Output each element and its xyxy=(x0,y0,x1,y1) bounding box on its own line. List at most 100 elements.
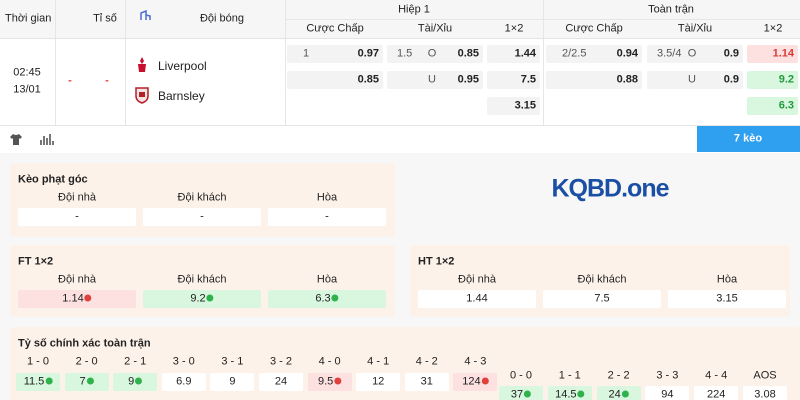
odds-box[interactable] xyxy=(113,373,158,391)
odds-box[interactable] xyxy=(546,71,642,89)
odds-box[interactable] xyxy=(668,290,786,308)
odds-box[interactable] xyxy=(210,373,255,391)
odds-value: 9.5 xyxy=(318,376,342,388)
trend-down xyxy=(481,377,489,385)
odds-box[interactable] xyxy=(387,45,483,63)
odds-box[interactable] xyxy=(18,208,136,226)
column-label: Hòa xyxy=(716,273,738,286)
odds-box[interactable] xyxy=(287,71,383,89)
trend-up xyxy=(45,377,53,385)
odds-box[interactable] xyxy=(143,290,261,308)
odds-box[interactable] xyxy=(356,373,401,391)
odds-value: 0.85 xyxy=(357,73,379,86)
column-label: Đội khách xyxy=(577,273,627,286)
odds-box[interactable] xyxy=(543,290,661,308)
trend-up xyxy=(621,390,629,398)
odds-box[interactable] xyxy=(268,290,386,308)
odds-side: U xyxy=(688,73,696,86)
match-date: 13/01 xyxy=(13,83,41,96)
odds-value: 7.5 xyxy=(594,292,610,305)
odds-value: 3.08 xyxy=(754,388,776,400)
panel-title: Tỷ số chính xác toàn trận xyxy=(18,337,151,350)
odds-box[interactable] xyxy=(747,97,798,115)
trend-up xyxy=(577,390,585,398)
odds-value: 7 xyxy=(80,376,94,388)
odds-box[interactable] xyxy=(647,71,743,89)
odds-box[interactable] xyxy=(64,373,109,391)
header-sub-label: Cược Chấp xyxy=(565,22,623,35)
score-label: 3 - 1 xyxy=(221,355,244,368)
odds-value: 1.44 xyxy=(514,47,536,60)
odds-side: O xyxy=(427,47,437,60)
shirt-icon[interactable] xyxy=(9,132,23,146)
odds-box[interactable] xyxy=(143,208,261,226)
column-label: Đội nhà xyxy=(58,273,96,286)
odds-value: 224 xyxy=(707,388,726,400)
odds-side: O xyxy=(687,47,697,60)
header-sub-label: Tài/Xỉu xyxy=(677,22,713,35)
header-sub-label: 1×2 xyxy=(504,22,524,35)
divider xyxy=(55,0,56,125)
odds-box[interactable] xyxy=(499,386,543,400)
score-label: 0 - 0 xyxy=(509,369,533,382)
panel-title: HT 1×2 xyxy=(418,255,455,268)
odds-value: 12 xyxy=(372,375,385,388)
team-name: Liverpool xyxy=(158,59,207,73)
score-label: 4 - 3 xyxy=(464,355,487,368)
score-label: 4 - 4 xyxy=(705,369,728,382)
divider xyxy=(125,0,126,125)
column-label: Đội khách xyxy=(177,273,227,286)
stats-icon[interactable] xyxy=(39,132,55,146)
trend-up xyxy=(331,294,339,302)
odds-box[interactable] xyxy=(487,71,540,89)
header-sub-label: 1×2 xyxy=(763,22,783,35)
odds-value: 0.97 xyxy=(357,47,379,60)
trend-down xyxy=(334,377,342,385)
odds-box[interactable] xyxy=(487,45,540,63)
score: - xyxy=(68,74,72,87)
score-label: 2 - 1 xyxy=(124,355,147,368)
odds-box[interactable] xyxy=(307,373,352,391)
odds-box[interactable] xyxy=(268,208,386,226)
odds-value: 6.9 xyxy=(176,375,192,388)
odds-box[interactable] xyxy=(694,386,739,400)
header-sub-label: Tài/Xỉu xyxy=(417,22,453,35)
odds-line: 3.5/4 xyxy=(657,47,682,60)
team-logo xyxy=(138,57,146,72)
odds-box[interactable] xyxy=(487,97,540,115)
odds-box[interactable] xyxy=(747,45,798,63)
odds-box[interactable] xyxy=(596,386,641,400)
odds-box[interactable] xyxy=(743,386,787,400)
odds-value: - xyxy=(325,210,329,223)
odds-box[interactable] xyxy=(645,386,690,400)
odds-box[interactable] xyxy=(546,45,642,63)
tab-button[interactable] xyxy=(697,126,800,152)
odds-box[interactable] xyxy=(418,290,536,308)
odds-value: 124 xyxy=(462,376,489,388)
odds-box[interactable] xyxy=(259,373,303,391)
odds-value: 9 xyxy=(128,376,143,388)
odds-value: 7.5 xyxy=(520,73,536,86)
odds-box[interactable] xyxy=(287,45,383,63)
odds-value: 14.5 xyxy=(555,389,585,400)
odds-value: 1.14 xyxy=(62,293,92,305)
divider xyxy=(285,19,800,20)
odds-box[interactable] xyxy=(387,71,483,89)
stadium-icon xyxy=(140,10,151,20)
odds-value: - xyxy=(200,210,204,223)
odds-value: 37 xyxy=(511,389,532,400)
odds-line: 1.5 xyxy=(397,47,413,60)
odds-box[interactable] xyxy=(18,290,136,308)
odds-box[interactable] xyxy=(747,71,798,89)
odds-value: 6.3 xyxy=(315,293,339,305)
score-label: 3 - 0 xyxy=(172,355,195,368)
odds-value: - xyxy=(75,210,79,223)
odds-box[interactable] xyxy=(404,373,449,391)
match-row xyxy=(0,39,800,126)
header-label: Thời gian xyxy=(5,12,52,25)
odds-value: 31 xyxy=(420,375,433,388)
column-label: Đội nhà xyxy=(58,191,96,204)
odds-box[interactable] xyxy=(161,373,206,391)
column-label: Đội khách xyxy=(177,191,227,204)
odds-box[interactable] xyxy=(647,45,743,63)
